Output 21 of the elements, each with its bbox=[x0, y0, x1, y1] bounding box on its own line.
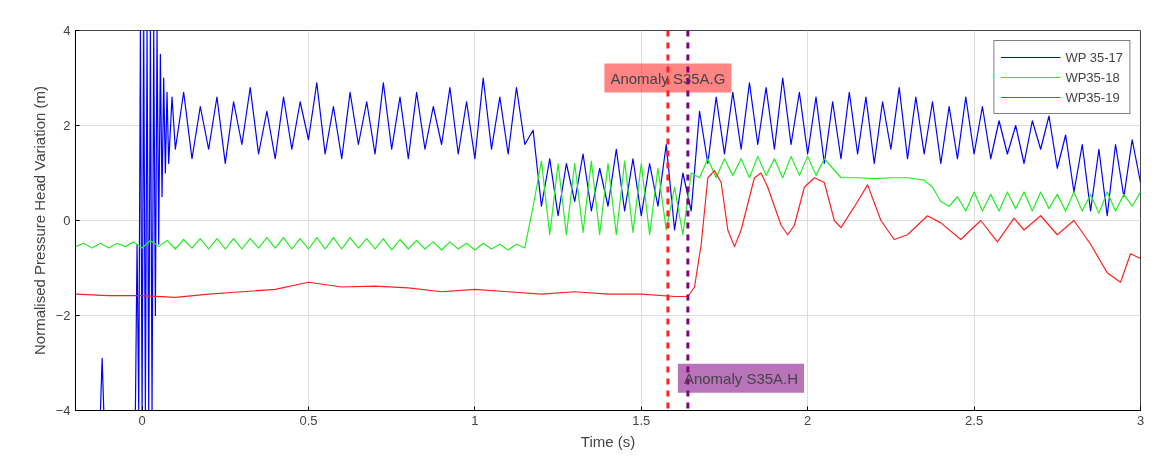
legend-label: WP 35-17 bbox=[1065, 49, 1123, 65]
x-tick-label: 0.5 bbox=[299, 412, 318, 428]
line-series bbox=[99, 30, 1141, 411]
y-tick-label: −2 bbox=[55, 308, 71, 323]
x-axis-title: Time (s) bbox=[580, 432, 636, 450]
legend-label: WP35-18 bbox=[1065, 69, 1120, 85]
legend-label: WP35-19 bbox=[1065, 89, 1120, 105]
ref-line-label: Anomaly S35A.G bbox=[610, 69, 726, 87]
y-tick-label: 2 bbox=[63, 118, 71, 133]
y-tick-label: −4 bbox=[55, 403, 71, 418]
x-tick-label: 2.5 bbox=[965, 412, 984, 428]
x-tick-label: 2 bbox=[804, 412, 812, 428]
y-tick-label: 0 bbox=[63, 213, 71, 228]
y-axis-title: Normalised Pressure Head Variation (m) bbox=[30, 86, 48, 355]
ref-line-label: Anomaly S35A.H bbox=[683, 369, 799, 387]
x-tick-label: 0 bbox=[138, 412, 146, 428]
x-tick-label: 1.5 bbox=[632, 412, 651, 428]
y-tick-label: 4 bbox=[63, 23, 71, 38]
x-tick-label: 3 bbox=[1136, 412, 1145, 428]
x-tick-label: 1 bbox=[471, 412, 479, 428]
line-series bbox=[75, 155, 1141, 251]
